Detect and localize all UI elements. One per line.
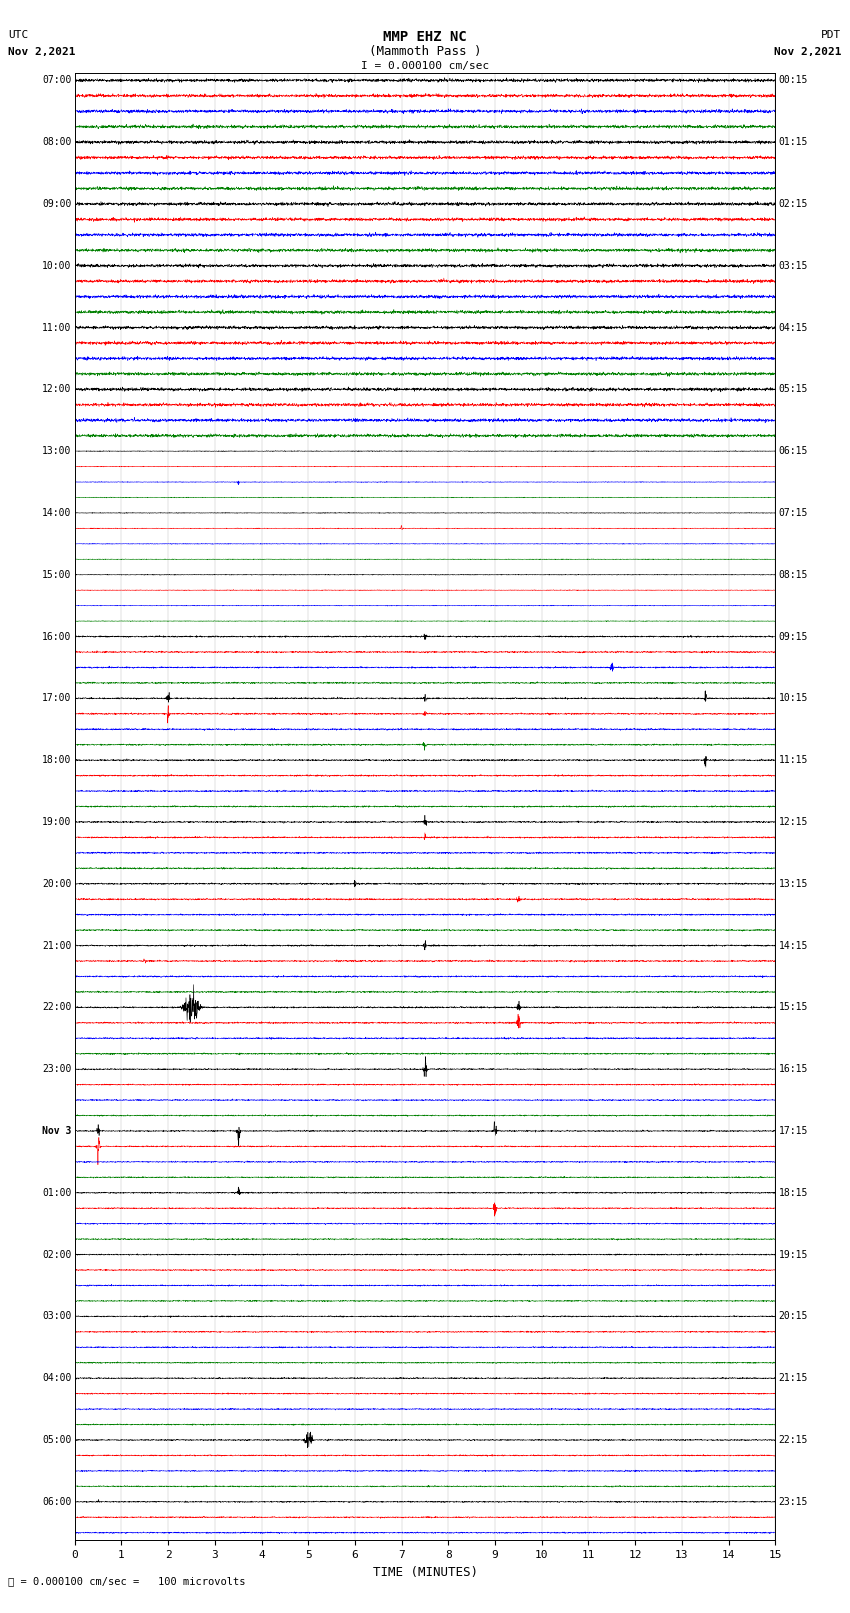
Text: 22:15: 22:15 <box>779 1436 808 1445</box>
Text: 23:15: 23:15 <box>779 1497 808 1507</box>
Text: UTC: UTC <box>8 31 29 40</box>
Text: 16:00: 16:00 <box>42 632 71 642</box>
Text: 05:15: 05:15 <box>779 384 808 394</box>
Text: Nov 2,2021: Nov 2,2021 <box>8 47 76 56</box>
Text: 15:15: 15:15 <box>779 1002 808 1013</box>
Text: Nov 3: Nov 3 <box>42 1126 71 1136</box>
Text: 23:00: 23:00 <box>42 1065 71 1074</box>
Text: 09:00: 09:00 <box>42 198 71 210</box>
Text: 19:15: 19:15 <box>779 1250 808 1260</box>
Text: PDT: PDT <box>821 31 842 40</box>
Text: 21:00: 21:00 <box>42 940 71 950</box>
Text: 08:15: 08:15 <box>779 569 808 579</box>
Text: 07:00: 07:00 <box>42 76 71 85</box>
Text: 14:15: 14:15 <box>779 940 808 950</box>
Text: 14:00: 14:00 <box>42 508 71 518</box>
Text: 01:15: 01:15 <box>779 137 808 147</box>
Text: (Mammoth Pass ): (Mammoth Pass ) <box>369 45 481 58</box>
Text: 16:15: 16:15 <box>779 1065 808 1074</box>
Text: 11:15: 11:15 <box>779 755 808 765</box>
Text: 02:15: 02:15 <box>779 198 808 210</box>
Text: 12:15: 12:15 <box>779 816 808 827</box>
Text: 18:00: 18:00 <box>42 755 71 765</box>
Text: 12:00: 12:00 <box>42 384 71 394</box>
Text: 10:00: 10:00 <box>42 261 71 271</box>
Text: 13:00: 13:00 <box>42 447 71 456</box>
Text: 10:15: 10:15 <box>779 694 808 703</box>
Text: 05:00: 05:00 <box>42 1436 71 1445</box>
Text: 01:00: 01:00 <box>42 1187 71 1198</box>
Text: ① = 0.000100 cm/sec =   100 microvolts: ① = 0.000100 cm/sec = 100 microvolts <box>8 1576 246 1586</box>
Text: 11:00: 11:00 <box>42 323 71 332</box>
Text: 17:15: 17:15 <box>779 1126 808 1136</box>
Text: 19:00: 19:00 <box>42 816 71 827</box>
Text: I = 0.000100 cm/sec: I = 0.000100 cm/sec <box>361 61 489 71</box>
Text: 03:15: 03:15 <box>779 261 808 271</box>
Text: 15:00: 15:00 <box>42 569 71 579</box>
Text: 04:15: 04:15 <box>779 323 808 332</box>
Text: 17:00: 17:00 <box>42 694 71 703</box>
Text: 21:15: 21:15 <box>779 1373 808 1384</box>
Text: 09:15: 09:15 <box>779 632 808 642</box>
Text: 00:15: 00:15 <box>779 76 808 85</box>
Text: 04:00: 04:00 <box>42 1373 71 1384</box>
Text: 20:15: 20:15 <box>779 1311 808 1321</box>
Text: 20:00: 20:00 <box>42 879 71 889</box>
X-axis label: TIME (MINUTES): TIME (MINUTES) <box>372 1566 478 1579</box>
Text: 18:15: 18:15 <box>779 1187 808 1198</box>
Text: 06:15: 06:15 <box>779 447 808 456</box>
Text: MMP EHZ NC: MMP EHZ NC <box>383 31 467 44</box>
Text: 08:00: 08:00 <box>42 137 71 147</box>
Text: 03:00: 03:00 <box>42 1311 71 1321</box>
Text: 06:00: 06:00 <box>42 1497 71 1507</box>
Text: 07:15: 07:15 <box>779 508 808 518</box>
Text: 13:15: 13:15 <box>779 879 808 889</box>
Text: 02:00: 02:00 <box>42 1250 71 1260</box>
Text: Nov 2,2021: Nov 2,2021 <box>774 47 842 56</box>
Text: 22:00: 22:00 <box>42 1002 71 1013</box>
